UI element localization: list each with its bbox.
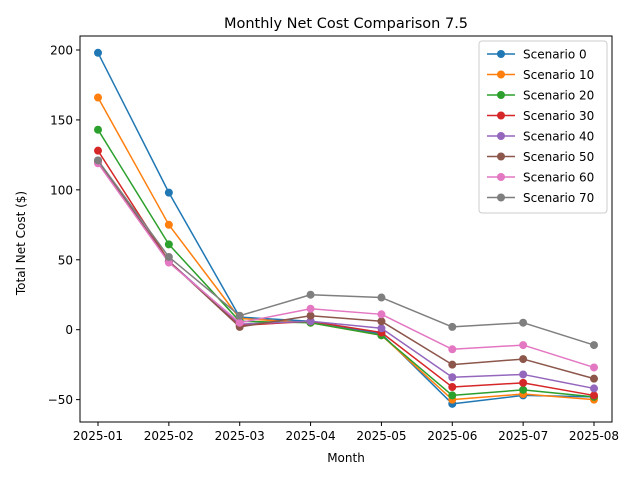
x-axis-label: Month xyxy=(327,451,365,465)
legend-box xyxy=(478,40,608,214)
legend-label: Scenario 40 xyxy=(523,130,594,144)
y-tick-label: 200 xyxy=(50,43,73,57)
data-point xyxy=(448,345,457,354)
legend-marker xyxy=(497,193,505,202)
legend-item: Scenario 70 xyxy=(487,191,594,205)
data-point xyxy=(94,93,102,102)
plot-area: 2025-01 2025-02 2025-03 2025-04 2025-05 2025-… xyxy=(48,35,619,443)
data-point xyxy=(94,48,102,57)
data-point xyxy=(94,125,102,134)
data-point xyxy=(448,373,457,382)
y-tick-label: −50 xyxy=(48,393,73,407)
data-point xyxy=(590,384,598,393)
data-point xyxy=(590,374,598,383)
series-line xyxy=(97,129,595,398)
x-tick-label: 2025-02 xyxy=(144,429,194,443)
legend-marker xyxy=(497,70,505,79)
legend-item: Scenario 30 xyxy=(487,109,594,123)
y-tick-label: 100 xyxy=(50,183,73,197)
data-point xyxy=(590,363,598,372)
data-point xyxy=(94,146,102,155)
x-tick-label: 2025-05 xyxy=(356,429,406,443)
x-tick-label: 2025-04 xyxy=(286,429,336,443)
series-line xyxy=(97,160,595,346)
chart-title: Monthly Net Cost Comparison 7.5 xyxy=(224,16,468,32)
legend-item: Scenario 40 xyxy=(487,130,594,144)
data-point xyxy=(448,391,457,400)
legend-item: Scenario 20 xyxy=(487,89,594,103)
x-tick-label: 2025-08 xyxy=(569,429,619,443)
data-point xyxy=(164,258,173,267)
data-point xyxy=(235,311,244,320)
data-point xyxy=(377,310,386,319)
legend-marker xyxy=(497,132,505,140)
data-point xyxy=(377,317,386,326)
x-tick-label: 2025-06 xyxy=(427,429,477,443)
legend-marker xyxy=(497,152,505,161)
data-point xyxy=(94,156,102,165)
data-point xyxy=(306,317,315,326)
legend-marker xyxy=(497,173,505,181)
y-tick-label: 0 xyxy=(65,323,73,337)
series-line xyxy=(97,162,595,369)
legend-item: Scenario 50 xyxy=(487,150,594,164)
legend-item: Scenario 10 xyxy=(487,68,594,82)
x-tick-label: 2025-03 xyxy=(215,429,265,443)
data-point xyxy=(590,341,598,350)
legend-item: Scenario 60 xyxy=(487,171,594,185)
y-tick-label: 50 xyxy=(58,253,73,267)
y-axis-label: Total Net Cost ($) xyxy=(14,191,28,296)
y-tick-label: 150 xyxy=(50,113,73,127)
data-point xyxy=(519,385,528,394)
legend-label: Scenario 30 xyxy=(523,109,594,123)
data-point xyxy=(377,293,386,302)
data-point xyxy=(377,324,386,333)
legend-marker xyxy=(497,111,505,120)
data-point xyxy=(164,252,173,261)
x-tick-label: 2025-07 xyxy=(498,429,548,443)
legend-label: Scenario 20 xyxy=(523,89,594,103)
axes-frame xyxy=(79,35,613,423)
data-point xyxy=(235,318,244,327)
data-point xyxy=(164,188,173,197)
data-point xyxy=(590,391,598,400)
data-point xyxy=(519,370,528,379)
data-point xyxy=(306,290,315,299)
data-point xyxy=(164,220,173,229)
legend-label: Scenario 0 xyxy=(523,48,587,62)
data-point xyxy=(164,240,173,249)
data-point xyxy=(519,341,528,350)
data-point xyxy=(448,322,457,331)
legend-marker xyxy=(497,50,505,58)
data-point xyxy=(519,355,528,364)
data-point xyxy=(448,383,457,392)
legend-marker xyxy=(497,91,505,99)
legend-label: Scenario 70 xyxy=(523,191,594,205)
series-6 xyxy=(94,159,598,372)
data-point xyxy=(519,378,528,387)
legend-label: Scenario 60 xyxy=(523,171,594,185)
data-point xyxy=(519,318,528,327)
legend-item: Scenario 0 xyxy=(487,48,587,62)
legend-label: Scenario 50 xyxy=(523,150,594,164)
data-point xyxy=(306,311,315,320)
legend: Scenario 0 Scenario 10 Scenario 20 Scenario… xyxy=(478,40,608,214)
series-7 xyxy=(94,156,598,350)
legend-label: Scenario 10 xyxy=(523,68,594,82)
data-point xyxy=(306,304,315,313)
x-tick-label: 2025-01 xyxy=(73,429,123,443)
data-point xyxy=(448,360,457,369)
